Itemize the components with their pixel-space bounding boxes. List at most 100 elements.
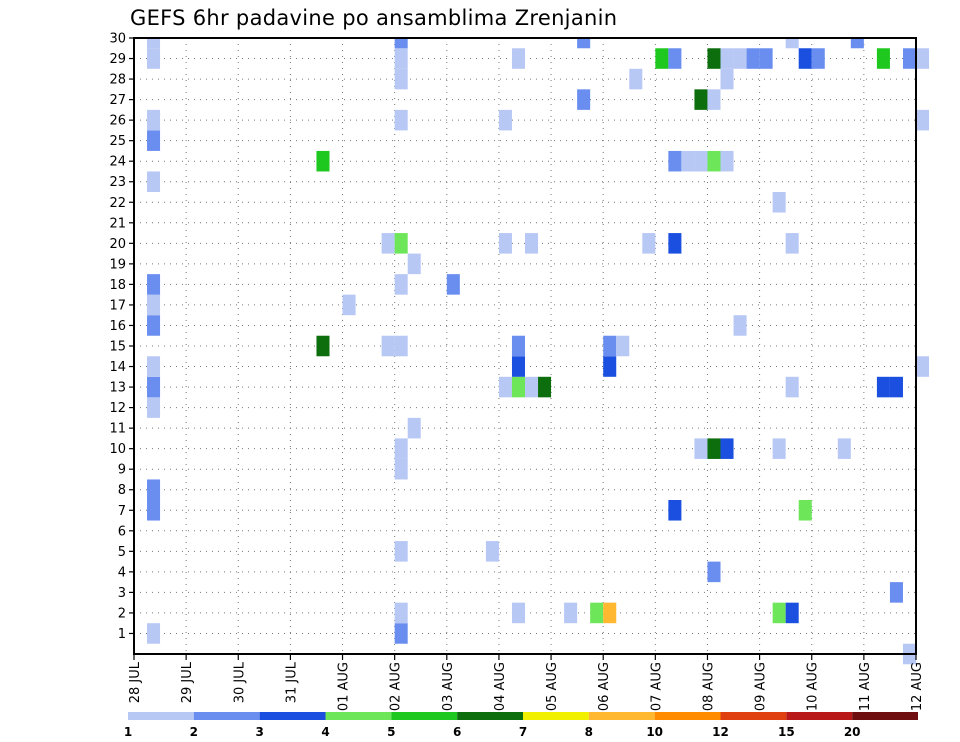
heatmap-cell (798, 48, 812, 69)
x-tick-label: 30 JUL (232, 661, 247, 703)
x-tick-label: 09 AUG (754, 662, 769, 711)
heatmap-cell (147, 38, 161, 49)
colorbar-label: 15 (778, 725, 795, 739)
y-tick-label: 21 (109, 216, 126, 231)
heatmap-cell (381, 335, 395, 357)
y-tick-label: 28 (109, 73, 126, 88)
y-tick-label: 10 (109, 442, 126, 457)
heatmap-cell (694, 89, 708, 110)
x-tick-label: 01 AUG (337, 662, 352, 711)
colorbar-label: 20 (844, 725, 861, 739)
x-tick-label: 08 AUG (701, 662, 716, 711)
heatmap-cell (590, 602, 604, 624)
heatmap-cell (498, 109, 512, 131)
y-tick-label: 2 (118, 606, 126, 621)
heatmap-cell (668, 500, 682, 521)
heatmap-cell (785, 233, 799, 254)
y-tick-label: 23 (109, 175, 126, 190)
y-tick-label: 6 (118, 524, 126, 539)
heatmap-cell (603, 335, 617, 357)
heatmap-cell (511, 602, 525, 624)
heatmap-cell (850, 38, 864, 49)
heatmap-cell (147, 623, 161, 644)
chart-title: GEFS 6hr padavine po ansamblima Zrenjani… (130, 6, 618, 30)
heatmap-cell (147, 109, 161, 131)
heatmap-cell (511, 356, 525, 377)
heatmap-cell (147, 294, 161, 316)
heatmap-cell (720, 68, 734, 90)
y-tick-label: 12 (109, 401, 126, 416)
colorbar-label: 8 (585, 725, 593, 739)
y-tick-label: 14 (109, 360, 126, 375)
colorbar-label: 7 (519, 725, 527, 739)
x-tick-label: 05 AUG (545, 662, 560, 711)
colorbar-segment (523, 712, 589, 720)
heatmap-cell (603, 602, 617, 624)
heatmap-cell (707, 438, 721, 459)
heatmap-cell (446, 274, 460, 295)
heatmap-cell (629, 68, 643, 90)
heatmap-cell (407, 417, 421, 439)
heatmap-cell (811, 48, 825, 69)
y-tick-label: 7 (118, 504, 126, 519)
heatmap-cell (394, 602, 408, 624)
heatmap-cell (147, 356, 161, 377)
heatmap-cell (785, 38, 799, 49)
heatmap-cell (147, 397, 161, 418)
x-tick-label: 06 AUG (597, 662, 612, 711)
colorbar-label: 6 (453, 725, 461, 739)
heatmap-cell (394, 233, 408, 254)
heatmap-cell (147, 274, 161, 295)
colorbar-segment (128, 712, 194, 720)
heatmap-cell (733, 315, 747, 336)
heatmap-cell (746, 48, 760, 69)
colorbar-segment (786, 712, 853, 720)
colorbar-segment (193, 712, 260, 720)
heatmap-cell (707, 150, 721, 172)
y-tick-label: 25 (109, 134, 126, 149)
heatmap-cell (525, 376, 539, 398)
y-tick-label: 11 (109, 422, 126, 437)
heatmap-cell (655, 48, 669, 69)
y-tick-label: 5 (118, 545, 126, 560)
heatmap-cell (511, 48, 525, 69)
heatmap-cell (394, 541, 408, 562)
x-tick-label: 11 AUG (858, 662, 873, 711)
heatmap-cell (876, 376, 890, 398)
y-tick-label: 15 (109, 340, 126, 355)
heatmap-cell (616, 335, 630, 357)
heatmap-cell (511, 376, 525, 398)
heatmap-cell (772, 602, 786, 624)
heatmap-cell (707, 48, 721, 69)
heatmap-cell (147, 500, 161, 521)
heatmap-cell (668, 48, 682, 69)
y-tick-label: 9 (118, 463, 126, 478)
colorbar-label: 4 (321, 725, 329, 739)
y-tick-label: 27 (109, 93, 126, 108)
colorbar-segment (325, 712, 392, 720)
colorbar-segment (720, 712, 787, 720)
y-tick-label: 29 (109, 52, 126, 67)
heatmap-cell (394, 68, 408, 90)
heatmap-cell (147, 171, 161, 192)
heatmap-cell (394, 335, 408, 357)
heatmap-cell (577, 38, 591, 49)
x-tick-label: 04 AUG (493, 662, 508, 711)
y-tick-label: 18 (109, 278, 126, 293)
heatmap-cell (759, 48, 773, 69)
heatmap-cell (316, 150, 330, 172)
heatmap-cell (394, 109, 408, 131)
heatmap-cell (147, 315, 161, 336)
heatmap-cell (707, 561, 721, 583)
heatmap-cell (772, 438, 786, 459)
heatmap-cell (642, 233, 656, 254)
heatmap-cell (707, 89, 721, 110)
colorbar-label: 3 (255, 725, 263, 739)
heatmap-cell (772, 192, 786, 213)
heatmap-cell (147, 130, 161, 151)
y-tick-label: 19 (109, 257, 126, 272)
heatmap-cell (798, 500, 812, 521)
heatmap-cell (837, 438, 851, 459)
heatmap-cell (147, 48, 161, 69)
